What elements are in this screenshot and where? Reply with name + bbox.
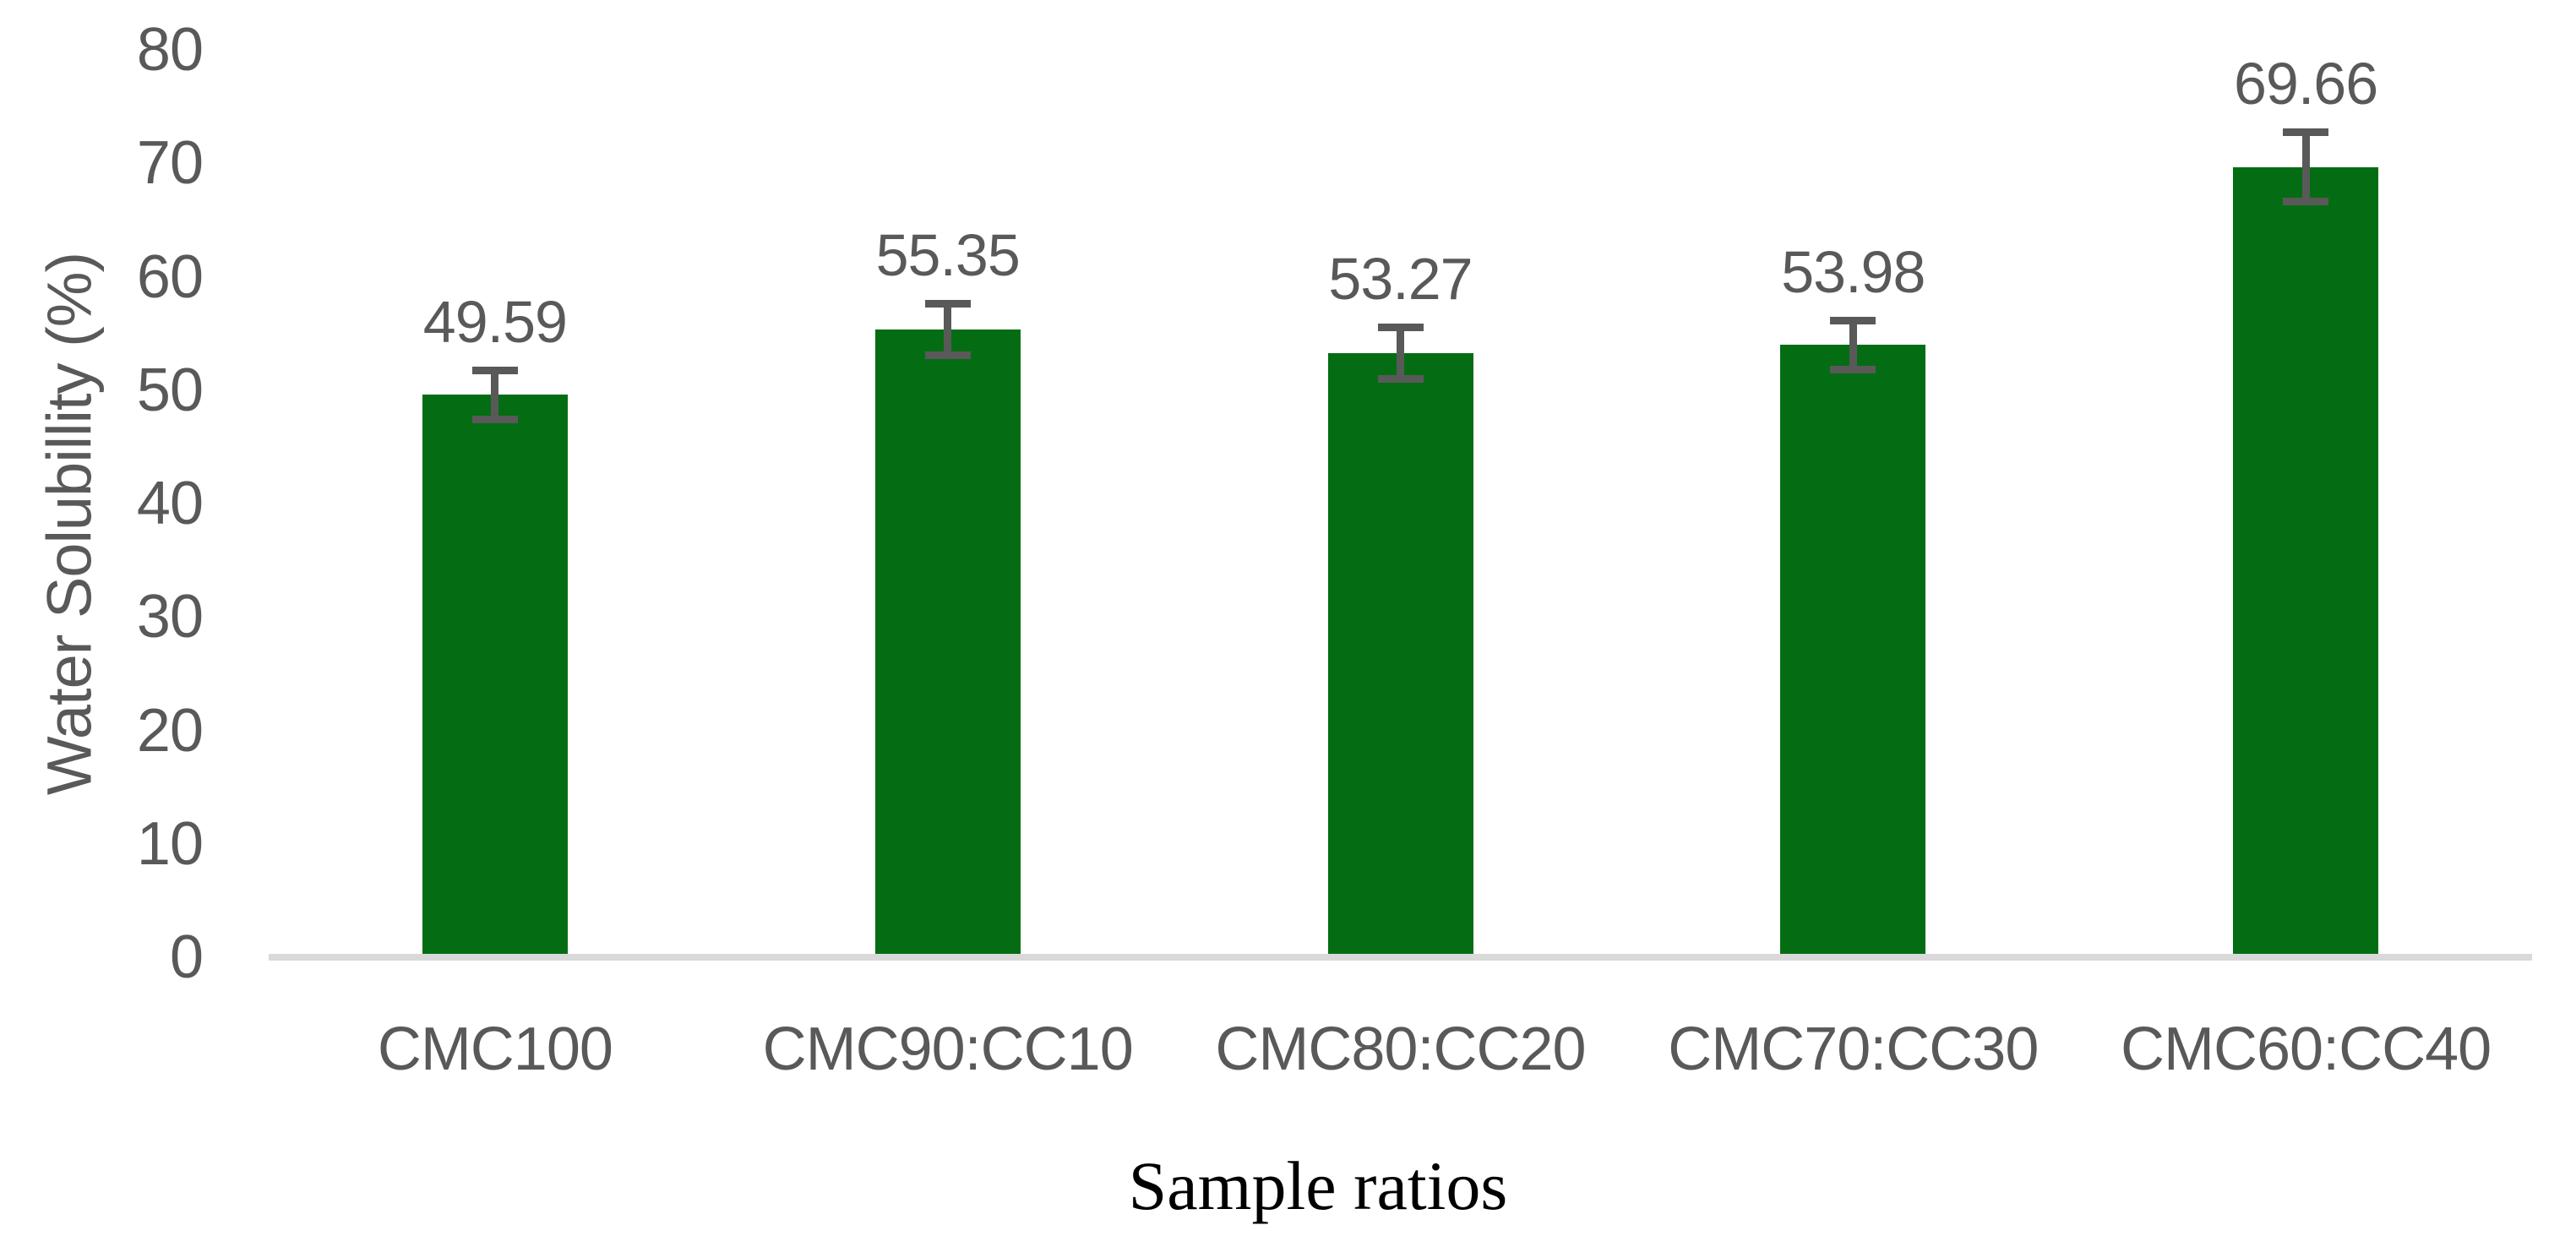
y-tick-label: 0: [169, 923, 204, 991]
error-bar: [944, 300, 952, 359]
y-tick-label: 20: [136, 696, 204, 765]
x-tick-label: CMC100: [377, 1016, 613, 1083]
bar-value-label: 53.27: [1328, 245, 1473, 312]
error-bar-cap: [471, 366, 518, 374]
error-bar-cap: [1377, 323, 1424, 331]
error-bar: [491, 366, 499, 423]
x-axis-line: [269, 954, 2532, 961]
y-tick-label: 50: [136, 356, 204, 424]
bar-value-label: 55.35: [875, 222, 1021, 289]
error-bar: [1397, 323, 1404, 383]
y-tick-label: 60: [136, 242, 204, 311]
error-bar-cap: [471, 415, 518, 423]
x-tick-label: CMC60:CC40: [2121, 1016, 2492, 1083]
x-tick-label: CMC90:CC10: [762, 1016, 1134, 1083]
error-bar: [2301, 128, 2310, 206]
y-tick-label: 30: [136, 583, 204, 651]
bar: [2233, 166, 2379, 957]
y-tick-label: 10: [136, 809, 204, 878]
error-bar-cap: [924, 300, 971, 308]
error-bar: [1849, 316, 1857, 373]
error-bar-cap: [1830, 316, 1876, 324]
y-tick-label: 40: [136, 470, 204, 537]
x-tick-label: CMC80:CC20: [1215, 1016, 1586, 1083]
bar-value-label: 49.59: [422, 288, 568, 355]
bar: [874, 329, 1021, 957]
y-tick-label: 80: [136, 16, 204, 84]
x-tick-label: CMC70:CC30: [1668, 1016, 2039, 1083]
error-bar-cap: [924, 351, 971, 359]
error-bar-cap: [2283, 128, 2329, 137]
error-bar-cap: [1377, 374, 1424, 383]
bar-value-label: 53.98: [1781, 238, 1925, 305]
bar-value-label: 69.66: [2234, 51, 2378, 117]
y-tick-label: 70: [136, 129, 204, 198]
x-axis-title: Sample ratios: [1128, 1147, 1508, 1224]
bar: [1327, 352, 1473, 957]
error-bar-cap: [1830, 365, 1876, 373]
error-bar-cap: [2283, 198, 2329, 206]
bar: [1780, 345, 1926, 957]
bar: [422, 395, 568, 957]
